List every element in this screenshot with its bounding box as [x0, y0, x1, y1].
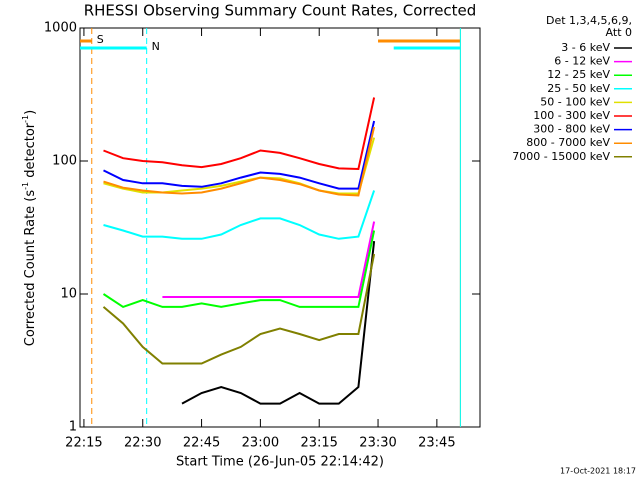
x-tick-label: 22:15 — [65, 436, 102, 451]
interval-label: N — [152, 40, 160, 53]
y-label-part: ) — [23, 110, 38, 115]
interval-label: S — [97, 33, 104, 46]
series-line — [103, 97, 376, 171]
legend-label: 12 - 25 keV — [547, 68, 610, 81]
legend-title: Att 0 — [606, 26, 632, 39]
plot-frame — [79, 27, 481, 428]
x-tick-label: 23:30 — [359, 436, 396, 451]
y-label-sup: -1 — [21, 115, 30, 123]
series-line — [162, 221, 376, 298]
x-tick-label: 22:30 — [124, 436, 161, 451]
y-tick-label: 1 — [69, 420, 77, 435]
x-tick-label: 23:15 — [300, 436, 337, 451]
series-line — [103, 137, 376, 195]
y-tick-label: 10 — [60, 287, 77, 302]
y-label-part: detector — [23, 122, 38, 182]
legend-label: 7000 - 15000 keV — [512, 150, 610, 163]
legend-label: 3 - 6 keV — [561, 41, 610, 54]
legend-title: Det 1,3,4,5,6,9, — [546, 14, 632, 27]
series-line — [103, 120, 376, 190]
y-axis-label: Corrected Count Rate (s-1 detector-1) — [21, 110, 38, 346]
x-tick-label: 23:00 — [242, 436, 279, 451]
y-label-sup: -1 — [21, 182, 30, 190]
x-tick-label: 23:45 — [418, 436, 455, 451]
y-label-part: Corrected Count Rate (s — [23, 190, 38, 347]
series-line — [103, 190, 376, 240]
legend-label: 50 - 100 keV — [540, 95, 610, 108]
legend-label: 6 - 12 keV — [554, 55, 610, 68]
x-tick-label: 22:45 — [183, 436, 220, 451]
x-axis-label: Start Time (26-Jun-05 22:14:42) — [176, 455, 384, 470]
series-line — [102, 230, 376, 309]
legend-label: 100 - 300 keV — [533, 109, 610, 122]
chart-title: RHESSI Observing Summary Count Rates, Co… — [84, 2, 477, 20]
series-line — [103, 126, 376, 197]
legend-label: 300 - 800 keV — [533, 123, 610, 136]
legend-label: 800 - 7000 keV — [526, 136, 610, 149]
series-line — [181, 240, 376, 405]
y-tick-label: 1000 — [44, 21, 77, 36]
footer: 17-Oct-2021 18:17 — [560, 467, 636, 476]
series-line — [102, 253, 376, 365]
y-tick-label: 100 — [52, 154, 77, 169]
legend-label: 25 - 50 keV — [547, 82, 610, 95]
